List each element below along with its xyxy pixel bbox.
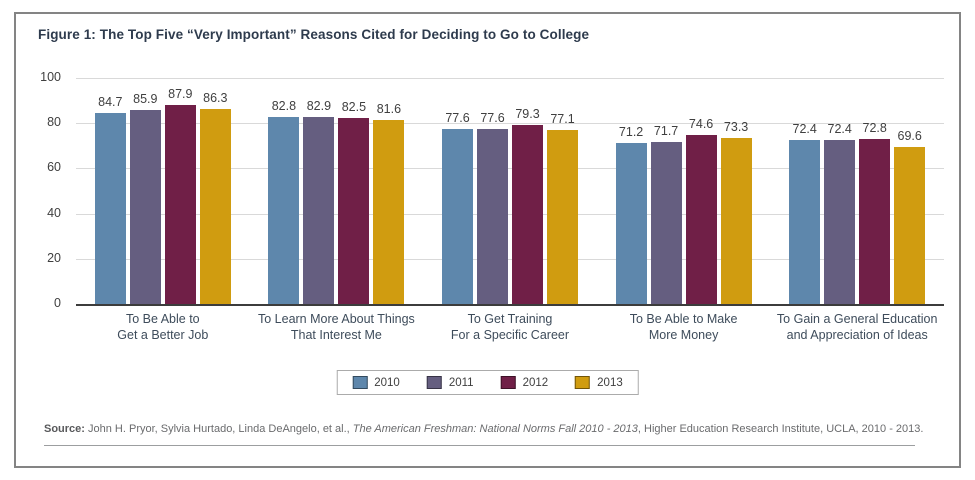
bar-2011-group-5 bbox=[824, 140, 856, 304]
gridline-40 bbox=[76, 213, 944, 215]
bar-value-label: 74.6 bbox=[688, 117, 714, 132]
bar-value-label: 84.7 bbox=[98, 94, 123, 109]
bar-2013-group-5 bbox=[894, 146, 926, 304]
legend-label: 2010 bbox=[374, 376, 400, 389]
bar-value-label: 72.8 bbox=[862, 121, 887, 136]
legend-swatch-2013 bbox=[575, 376, 591, 389]
bar-value-label: 71.2 bbox=[618, 125, 644, 140]
y-axis-tick-label: 40 bbox=[47, 205, 61, 220]
figure-frame: Figure 1: The Top Five “Very Important” … bbox=[14, 12, 961, 468]
bar-value-label: 85.9 bbox=[133, 91, 158, 106]
bottom-divider bbox=[44, 445, 915, 446]
bar-2012-group-5 bbox=[859, 139, 891, 304]
source-text-publication: The American Freshman: National Norms Fa… bbox=[352, 423, 638, 435]
bar-value-label: 77.6 bbox=[445, 110, 470, 125]
source-text-institute: , Higher Education Research Institute, U… bbox=[637, 423, 924, 435]
gridline-80 bbox=[76, 123, 944, 125]
bar-value-label: 81.6 bbox=[376, 101, 402, 116]
bar-2013-group-3 bbox=[547, 129, 578, 304]
bar-value-label: 72.4 bbox=[827, 122, 852, 137]
y-axis-tick-label: 20 bbox=[47, 250, 61, 265]
bar-value-label: 69.6 bbox=[897, 128, 922, 143]
category-label: To Be Able to Make More Money bbox=[629, 312, 738, 342]
legend-item-2010: 2010 bbox=[352, 376, 400, 389]
category-label: To Gain a General Education and Apprecia… bbox=[776, 312, 938, 342]
bar-2011-group-4 bbox=[650, 141, 682, 304]
bar-2010-group-1 bbox=[94, 112, 126, 304]
legend-label: 2012 bbox=[522, 376, 549, 389]
source-note: Source: John H. Pryor, Sylvia Hurtado, L… bbox=[44, 423, 923, 435]
bar-value-label: 72.4 bbox=[792, 122, 817, 137]
bar-2011-group-2 bbox=[303, 116, 335, 304]
legend-label: 2011 bbox=[448, 376, 474, 389]
bar-value-label: 79.3 bbox=[515, 106, 540, 121]
bar-2011-group-3 bbox=[477, 128, 508, 304]
source-label: Source: bbox=[44, 423, 85, 435]
legend-swatch-2010 bbox=[352, 376, 368, 389]
bar-value-label: 86.3 bbox=[203, 90, 228, 105]
legend-item-2012: 2012 bbox=[500, 376, 549, 389]
bar-value-label: 87.9 bbox=[168, 87, 193, 102]
gridline-60 bbox=[76, 168, 944, 170]
bar-2013-group-4 bbox=[720, 138, 752, 304]
bar-value-label: 77.1 bbox=[550, 111, 575, 126]
bar-2010-group-4 bbox=[615, 143, 647, 304]
bar-2010-group-5 bbox=[789, 140, 821, 304]
bar-2010-group-2 bbox=[268, 116, 300, 304]
bar-2011-group-1 bbox=[129, 109, 161, 304]
figure-title: Figure 1: The Top Five “Very Important” … bbox=[38, 27, 590, 42]
bar-2012-group-2 bbox=[338, 117, 370, 304]
bar-2012-group-3 bbox=[512, 124, 543, 304]
bar-2013-group-1 bbox=[199, 108, 231, 304]
y-axis-tick-label: 100 bbox=[40, 70, 61, 84]
bar-2010-group-3 bbox=[442, 128, 473, 304]
gridline-100 bbox=[76, 78, 944, 79]
y-axis: 0 20 40 60 80 100 bbox=[16, 70, 66, 310]
y-axis-tick-label: 60 bbox=[47, 160, 61, 175]
bar-value-label: 77.6 bbox=[480, 110, 505, 125]
source-text-authors: John H. Pryor, Sylvia Hurtado, Linda DeA… bbox=[84, 423, 353, 435]
legend-swatch-2011 bbox=[426, 376, 442, 389]
x-axis: To Be Able to Get a Better Job To Learn M… bbox=[76, 311, 944, 351]
bar-value-label: 73.3 bbox=[723, 120, 749, 135]
category-label: To Be Able to Get a Better Job bbox=[117, 312, 209, 342]
y-axis-tick-label: 0 bbox=[54, 296, 61, 310]
legend-item-2013: 2013 bbox=[575, 376, 623, 389]
bar-value-label: 82.9 bbox=[306, 98, 332, 113]
y-axis-tick-label: 80 bbox=[47, 115, 61, 130]
legend-item-2011: 2011 bbox=[426, 376, 474, 389]
category-label: To Learn More About Things That Interest… bbox=[257, 312, 415, 342]
gridline-20 bbox=[76, 258, 944, 260]
bar-2012-group-1 bbox=[164, 105, 196, 304]
bar-value-label: 71.7 bbox=[653, 123, 679, 138]
legend-label: 2013 bbox=[597, 376, 623, 389]
bar-2013-group-2 bbox=[373, 119, 405, 304]
bar-value-label: 82.5 bbox=[341, 99, 367, 114]
bar-2012-group-4 bbox=[685, 135, 717, 304]
plot-area: 84.7 85.9 87.9 86.3 82.8 82.9 82.5 81.6 77.6 77.6… bbox=[76, 78, 944, 306]
category-label: To Get Training For a Specific Career bbox=[450, 312, 570, 342]
legend: 2010 2011 2012 2013 bbox=[336, 370, 639, 395]
bar-value-label: 82.8 bbox=[271, 98, 297, 113]
legend-swatch-2012 bbox=[500, 376, 516, 389]
